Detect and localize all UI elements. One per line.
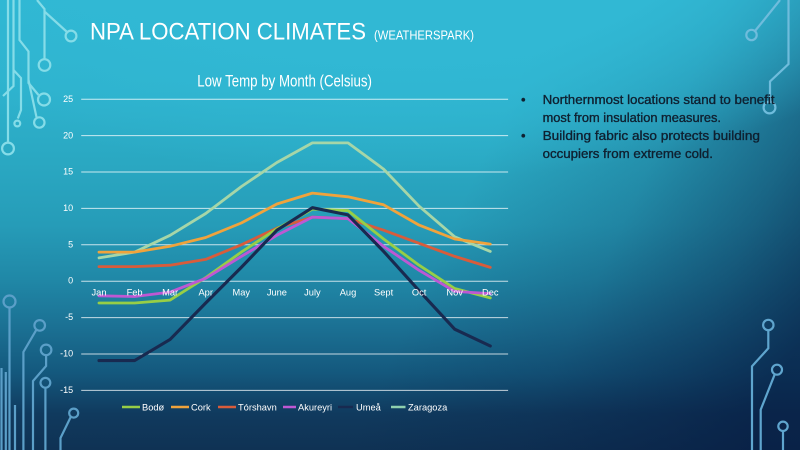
svg-text:Aug: Aug (340, 288, 357, 298)
svg-text:•: • (521, 92, 526, 107)
svg-text:Cork: Cork (191, 403, 211, 413)
svg-text:-10: -10 (60, 349, 73, 359)
svg-text:Building fabric also protects: Building fabric also protects building (543, 128, 760, 143)
svg-text:(WEATHERSPARK): (WEATHERSPARK) (374, 28, 474, 42)
svg-text:Nov: Nov (446, 288, 463, 298)
svg-text:NPA LOCATION CLIMATES: NPA LOCATION CLIMATES (90, 18, 366, 45)
svg-text:5: 5 (68, 240, 73, 250)
svg-text:Bodø: Bodø (142, 403, 165, 413)
svg-text:May: May (233, 288, 251, 298)
svg-text:Umeå: Umeå (356, 403, 382, 413)
svg-text:June: June (267, 288, 287, 298)
svg-text:Feb: Feb (127, 288, 143, 298)
svg-text:25: 25 (63, 94, 73, 104)
svg-text:Akureyri: Akureyri (298, 403, 332, 413)
svg-text:Dec: Dec (482, 288, 499, 298)
svg-text:-15: -15 (60, 385, 73, 395)
svg-text:0: 0 (68, 276, 73, 286)
svg-text:Northernmost locations stand t: Northernmost locations stand to benefit (543, 92, 775, 107)
svg-text:-5: -5 (65, 312, 73, 322)
svg-text:Tórshavn: Tórshavn (238, 403, 277, 413)
svg-text:Jan: Jan (92, 288, 107, 298)
svg-text:occupiers from extreme cold.: occupiers from extreme cold. (543, 146, 713, 161)
svg-text:15: 15 (63, 167, 73, 177)
svg-text:10: 10 (63, 203, 73, 213)
svg-text:Zaragoza: Zaragoza (408, 403, 448, 413)
svg-text:Apr: Apr (198, 288, 212, 298)
svg-text:Sept: Sept (374, 288, 394, 298)
svg-text:Oct: Oct (412, 288, 427, 298)
svg-text:July: July (304, 288, 321, 298)
svg-text:•: • (521, 128, 526, 143)
svg-text:most from insulation measures.: most from insulation measures. (543, 110, 721, 125)
svg-text:Mar: Mar (162, 288, 178, 298)
svg-text:20: 20 (63, 130, 73, 140)
svg-text:Low Temp by Month (Celsius): Low Temp by Month (Celsius) (197, 72, 372, 91)
